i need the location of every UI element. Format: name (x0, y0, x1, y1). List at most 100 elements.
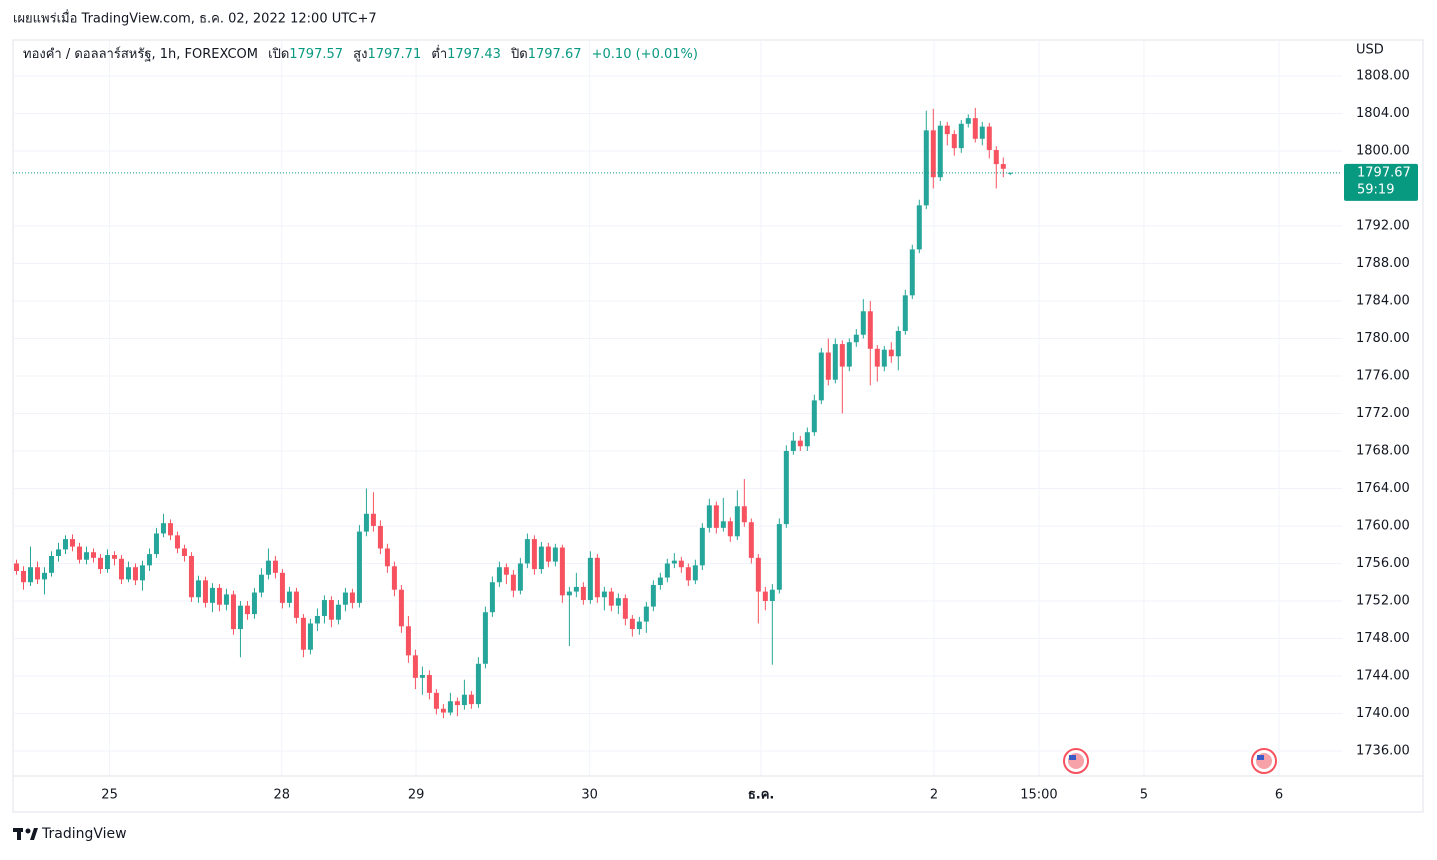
y-tick-label: 1780.00 (1356, 331, 1410, 346)
candle-body (202, 580, 208, 603)
candle-body (629, 618, 635, 630)
candle-body (818, 352, 824, 401)
candle-body (146, 554, 152, 566)
candle-body (622, 598, 628, 619)
candle-body (384, 548, 390, 567)
candle-body (335, 604, 341, 620)
candle-body (664, 563, 670, 578)
candle-body (482, 612, 488, 664)
candle-body (209, 587, 215, 603)
candle-body (713, 505, 719, 528)
candle-body (839, 344, 845, 367)
candle-body (972, 118, 978, 139)
candle-body (657, 577, 663, 586)
candle-body (958, 123, 964, 149)
candle-body (944, 125, 950, 135)
candle-body (223, 594, 229, 605)
candle-body (286, 591, 292, 603)
candle-body (643, 606, 649, 622)
event-icon (1251, 748, 1277, 774)
candle-body (566, 591, 572, 596)
candle-body (216, 587, 222, 605)
candle-body (349, 592, 355, 603)
x-tick-label: 29 (408, 788, 425, 803)
candle-body (188, 555, 194, 598)
candle-body (125, 567, 131, 580)
chart-frame (12, 39, 1424, 813)
candle-body (706, 505, 712, 528)
candle-body (986, 126, 992, 151)
candle-body (538, 546, 544, 570)
symbol: ทองคำ / ดอลลาร์สหรัฐ, 1h, FOREXCOM (23, 46, 258, 62)
candle-body (76, 546, 82, 560)
candle-body (377, 525, 383, 549)
brand-logo (13, 828, 38, 840)
candle-body (461, 694, 467, 706)
candle-body (132, 567, 138, 581)
candle-body (517, 563, 523, 591)
candle-body (251, 592, 257, 615)
high-value: 1797.71 (367, 47, 421, 62)
y-tick-label: 1792.00 (1356, 218, 1410, 233)
currency: USD (1356, 43, 1384, 58)
low-value: 1797.43 (447, 47, 501, 62)
candle-body (391, 566, 397, 590)
candle-body (160, 523, 166, 534)
candle-body (909, 249, 915, 296)
x-tick-label: 30 (581, 788, 598, 803)
candle-body (552, 547, 558, 562)
x-tick-label: 28 (273, 788, 290, 803)
candle-body (916, 205, 922, 250)
candle-body (902, 295, 908, 331)
y-tick-label: 1760.00 (1356, 518, 1410, 533)
y-tick-label: 1784.00 (1356, 293, 1410, 308)
y-tick-label: 1756.00 (1356, 556, 1410, 571)
candle-body (524, 539, 530, 564)
candle-body (20, 570, 26, 583)
legend-line: ทองคำ / ดอลลาร์สหรัฐ, 1h, FOREXCOM เปิด1… (23, 45, 698, 62)
candle-body (769, 589, 775, 601)
y-tick-label: 1772.00 (1356, 406, 1410, 421)
brand: TradingView (41, 826, 127, 842)
candle-body (475, 663, 481, 705)
x-tick-label: 2 (930, 788, 938, 803)
y-tick-label: 1752.00 (1356, 593, 1410, 608)
x-tick-label: 5 (1140, 788, 1148, 803)
candle-body (692, 565, 698, 581)
candle-body (272, 560, 278, 573)
candle-body (503, 567, 509, 575)
candle-body (90, 552, 96, 558)
candle-body (923, 130, 929, 206)
last-price-box (1344, 163, 1418, 201)
candle-body (314, 615, 320, 624)
candle-body (447, 701, 453, 713)
candle-body (930, 130, 936, 178)
candle-body (762, 591, 768, 601)
candle-body (804, 432, 810, 447)
y-tick-label: 1788.00 (1356, 256, 1410, 271)
grid (13, 41, 1342, 776)
candle-body (489, 582, 495, 613)
candle-body (433, 692, 439, 709)
last-price-label: 1797.67 (1357, 165, 1411, 180)
candle-body (356, 531, 362, 603)
candle-body (363, 513, 369, 532)
candle-body (293, 591, 299, 618)
published-note: เผยแพร่เมื่อ TradingView.com, ธ.ค. 02, 2… (13, 10, 377, 27)
candle-body (671, 560, 677, 564)
candle-body (727, 521, 733, 537)
candle-body (440, 708, 446, 713)
candle-body (860, 311, 866, 335)
y-tick-label: 1776.00 (1356, 368, 1410, 383)
candle-body (601, 591, 607, 598)
candle-body (545, 546, 551, 562)
candle-body (881, 349, 887, 367)
candle-body (104, 555, 110, 570)
candle-body (580, 586, 586, 601)
candle-body (559, 547, 565, 596)
candle-body (951, 134, 957, 149)
candle-body (685, 567, 691, 581)
candle-body (405, 626, 411, 656)
candle-body (1000, 164, 1006, 169)
candle-body (41, 572, 47, 580)
